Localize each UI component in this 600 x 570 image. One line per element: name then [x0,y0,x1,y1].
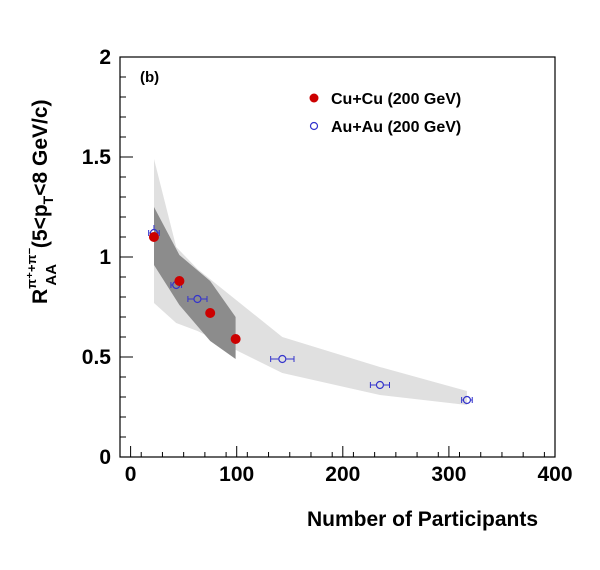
tick-layer: 0 100 200 300 400 0 0.5 1 1.5 2 [82,46,573,486]
y-axis-title-range: (5<p [29,204,52,254]
point-layer [148,225,473,405]
systematic-band-cucu [154,207,236,359]
legend-marker-cucu [309,93,319,103]
y-axis-title: Rπ⁺+π⁻ AA (5<pT<8 GeV/c) [24,99,60,304]
cucu-point [230,334,241,344]
cucu-point [148,232,159,242]
auau-point [278,354,287,364]
x-tick-label: 100 [219,463,254,486]
y-tick-label: 0 [99,446,111,469]
y-tick-label: 0.5 [82,346,112,369]
x-axis-title: Number of Participants [307,508,538,531]
band-layer [154,159,467,405]
y-axis-title-range-subscript: T [40,195,56,204]
legend-label-cucu: Cu+Cu (200 GeV) [331,91,461,108]
y-axis-title-range-suffix: <8 GeV/c) [29,99,52,195]
y-tick-label: 1.5 [82,146,112,169]
x-tick-label: 200 [325,463,360,486]
auau-point [375,380,385,390]
y-tick-label: 2 [99,46,111,69]
cucu-point [174,276,185,286]
auau-point [193,294,202,304]
legend: Cu+Cu (200 GeV) Au+Au (200 GeV) [309,91,461,136]
cucu-point [205,308,216,318]
y-axis-title-superscript: π⁺+π⁻ [24,247,39,288]
auau-point [462,395,472,405]
y-axis-title-subscript: AA [43,264,60,286]
panel-label: (b) [140,69,159,86]
x-tick-label: 400 [537,463,572,486]
y-tick-label: 1 [99,246,111,269]
y-axis-title-main: R [29,289,52,304]
x-tick-label: 0 [125,463,137,486]
legend-label-auau: Au+Au (200 GeV) [331,119,461,136]
legend-marker-auau [309,121,319,131]
x-tick-label: 300 [431,463,466,486]
